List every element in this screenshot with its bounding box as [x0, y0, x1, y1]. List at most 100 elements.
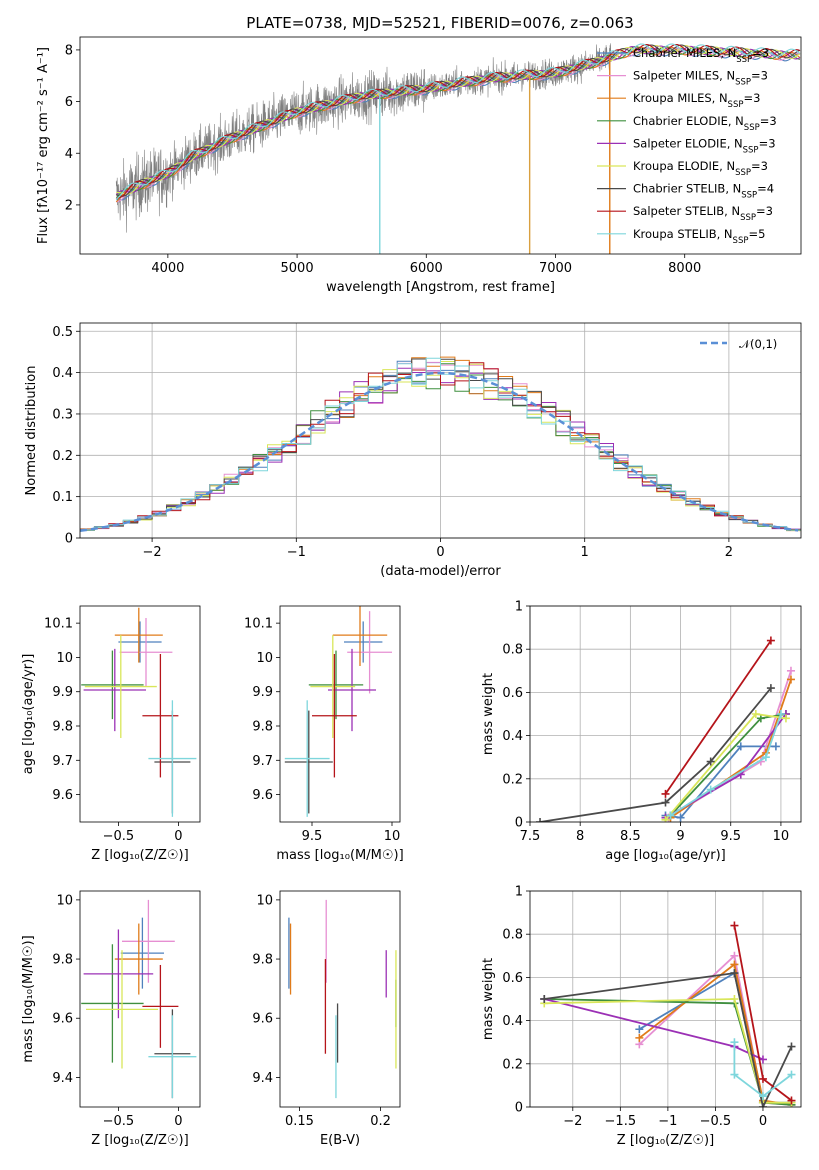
plot-area — [80, 356, 801, 533]
y-tick-label: 0 — [65, 532, 73, 547]
y-tick-label: 10 — [56, 893, 73, 908]
panel-spectrum: 4000 5000 6000 7000 8000 2 4 6 8 wavelength [Angs… — [36, 36, 802, 295]
errorbar-point — [142, 964, 179, 1048]
plot-area — [288, 899, 397, 1099]
legend-subscript: SSP — [744, 123, 760, 133]
y-tick-label: 9.7 — [252, 754, 273, 769]
x-axis-label: wavelength [Angstrom, rest frame] — [326, 280, 555, 295]
panel-weight-vs-age: 7.5 8 8.5 9 9.5 10 0 0.2 0.4 0.6 0.8 1 age [log₁₀(ag… — [481, 600, 802, 863]
legend-count: =3 — [756, 204, 773, 218]
y-axis-label: mass [log₁₀(M/M☉)] — [21, 935, 36, 1062]
x-axis-label: mass [log₁₀(M/M☉)] — [276, 848, 403, 863]
weight-marker — [787, 1070, 796, 1079]
x-tick-label: 7.5 — [520, 829, 541, 844]
weight-marker — [661, 815, 670, 822]
y-tick-label: 0.4 — [52, 366, 73, 381]
errorbar-point — [114, 923, 163, 995]
y-tick-label: 10 — [56, 651, 73, 666]
x-tick-label: −0.5 — [103, 829, 135, 844]
x-tick-label: 8.5 — [620, 829, 641, 844]
y-tick-label: 0.5 — [52, 325, 73, 340]
errorbar-point — [332, 606, 388, 666]
residual-histogram — [80, 357, 801, 531]
x-axis-label: E(B-V) — [320, 1133, 360, 1148]
weight-marker — [766, 684, 775, 693]
panel-mass-vs-Z: −0.5 0 9.4 9.6 9.8 10 Z [log₁₀(Z/Z☉)] mass [log… — [21, 890, 201, 1148]
x-tick-label: 0 — [759, 1114, 767, 1129]
axes-frame — [79, 605, 201, 823]
x-tick-label: 2 — [725, 545, 733, 560]
plot-area — [115, 43, 801, 254]
weight-marker — [736, 742, 745, 751]
legend-count: =3 — [759, 136, 776, 150]
x-tick-label: 9 — [676, 829, 684, 844]
weight-series-line — [544, 998, 792, 1104]
legend-entry: Kroupa ELODIE, NSSP=3 — [633, 159, 768, 178]
legend-subscript: SSP — [728, 100, 744, 110]
panel-age-vs-mass: 9.5 10 9.6 9.7 9.8 9.9 10 10.1 mass [log₁₀(M/M☉)… — [244, 605, 404, 863]
weight-marker — [730, 960, 739, 969]
legend-count: =4 — [757, 182, 774, 196]
x-tick-label: 9.5 — [720, 829, 741, 844]
weight-marker — [758, 1103, 767, 1107]
errorbar-point — [122, 899, 175, 983]
x-tick-label: 9.5 — [302, 829, 323, 844]
x-tick-label: −1 — [658, 1114, 677, 1129]
errorbar-point — [308, 650, 364, 720]
residual-legend: 𝒩(0,1) — [700, 337, 777, 351]
legend-entry: Kroupa MILES, NSSP=3 — [633, 91, 760, 110]
weight-marker — [706, 785, 715, 794]
y-tick-label: 0.6 — [502, 971, 523, 986]
y-tick-label: 10.1 — [44, 617, 73, 632]
x-tick-label: −1 — [287, 545, 306, 560]
y-tick-label: 9.9 — [252, 685, 273, 700]
y-axis-label: age [log₁₀(age/yr)] — [21, 654, 36, 775]
weight-marker — [540, 995, 549, 1003]
legend-subscript: SSP — [735, 78, 751, 88]
x-tick-label: −0.5 — [700, 1114, 732, 1129]
weight-marker — [730, 1038, 739, 1047]
y-tick-label: 9.8 — [252, 720, 273, 735]
y-tick-label: 9.8 — [52, 953, 73, 968]
y-tick-label: 9.6 — [252, 1012, 273, 1027]
legend-entry: Kroupa STELIB, NSSP=5 — [633, 227, 765, 246]
model-spectrum — [116, 44, 801, 197]
weight-marker — [661, 789, 670, 798]
y-tick-label: 0.6 — [502, 686, 523, 701]
x-tick-label: −2 — [563, 1114, 582, 1129]
weight-series-line — [664, 640, 772, 795]
plot-area — [81, 899, 197, 1099]
errorbar-point — [86, 950, 158, 1069]
y-axis-label: Normed distribution — [24, 366, 39, 496]
legend-subscript: SSP — [735, 168, 751, 178]
legend-count: =3 — [751, 159, 768, 173]
errorbar-point — [118, 621, 162, 663]
legend-subscript: SSP — [733, 236, 749, 246]
weight-marker — [730, 995, 739, 1003]
weight-marker — [730, 1070, 739, 1079]
x-axis-label: Z [log₁₀(Z/Z☉)] — [91, 848, 188, 863]
plot-area — [536, 636, 795, 822]
legend-subscript: SSP — [741, 191, 757, 201]
x-tick-label: 8 — [576, 829, 584, 844]
plot-area — [284, 606, 392, 817]
x-axis-label: Z [log₁₀(Z/Z☉)] — [91, 1133, 188, 1148]
y-tick-label: 0.2 — [52, 449, 73, 464]
errorbar-point — [114, 607, 163, 663]
x-tick-label: 10 — [384, 829, 401, 844]
legend-entry: Chabrier STELIB, NSSP=4 — [633, 182, 774, 201]
weight-marker — [758, 1074, 767, 1083]
axes-frame — [279, 605, 401, 823]
weight-marker — [787, 1042, 796, 1051]
model-spectrum — [116, 43, 801, 199]
errorbar-point — [120, 917, 164, 989]
observed-spectrum — [115, 43, 612, 233]
panel-weight-vs-Z: −2 −1.5 −1 −0.5 0 0 0.2 0.4 0.6 0.8 1 Z [log₁₀(Z/Z☉… — [481, 885, 802, 1148]
weight-marker — [776, 710, 785, 718]
weight-marker — [751, 710, 760, 718]
errorbar-point — [312, 654, 357, 778]
weight-series-line — [539, 687, 772, 822]
panel-residuals: −2 −1 0 1 2 0 0.1 0.2 0.3 0.4 0.5 (data-model)/erro… — [24, 322, 802, 579]
weight-marker — [766, 636, 775, 645]
